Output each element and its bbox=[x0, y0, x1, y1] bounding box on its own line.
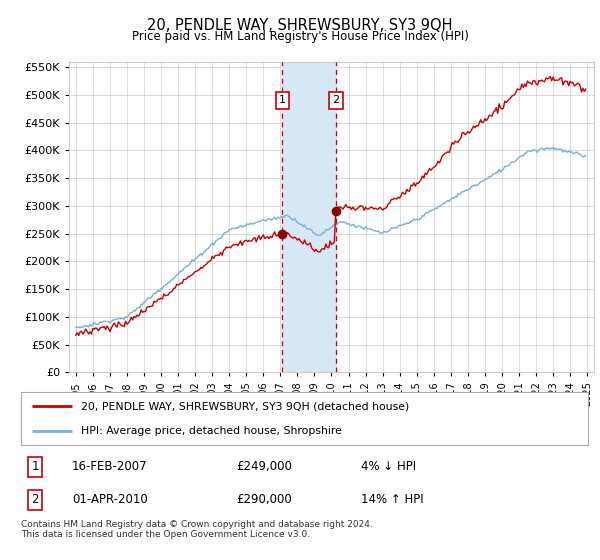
Text: HPI: Average price, detached house, Shropshire: HPI: Average price, detached house, Shro… bbox=[80, 426, 341, 436]
Text: 2: 2 bbox=[332, 95, 340, 105]
Text: 1: 1 bbox=[31, 460, 39, 473]
Text: 14% ↑ HPI: 14% ↑ HPI bbox=[361, 493, 424, 506]
Text: Price paid vs. HM Land Registry's House Price Index (HPI): Price paid vs. HM Land Registry's House … bbox=[131, 30, 469, 43]
Text: 20, PENDLE WAY, SHREWSBURY, SY3 9QH: 20, PENDLE WAY, SHREWSBURY, SY3 9QH bbox=[147, 18, 453, 33]
Text: 16-FEB-2007: 16-FEB-2007 bbox=[72, 460, 148, 473]
Text: 20, PENDLE WAY, SHREWSBURY, SY3 9QH (detached house): 20, PENDLE WAY, SHREWSBURY, SY3 9QH (det… bbox=[80, 402, 409, 412]
Text: 1: 1 bbox=[279, 95, 286, 105]
Text: £249,000: £249,000 bbox=[236, 460, 292, 473]
Text: £290,000: £290,000 bbox=[236, 493, 292, 506]
Text: 2: 2 bbox=[31, 493, 39, 506]
Bar bbox=[283, 62, 336, 372]
Text: 4% ↓ HPI: 4% ↓ HPI bbox=[361, 460, 416, 473]
Text: Contains HM Land Registry data © Crown copyright and database right 2024.
This d: Contains HM Land Registry data © Crown c… bbox=[21, 520, 373, 539]
Text: 01-APR-2010: 01-APR-2010 bbox=[72, 493, 148, 506]
